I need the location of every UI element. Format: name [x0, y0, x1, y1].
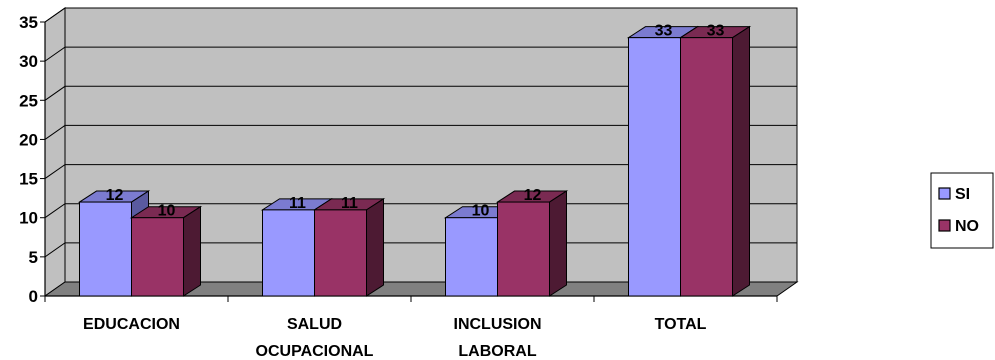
bar-no [129, 205, 203, 297]
gridline [44, 124, 797, 140]
bar-side [732, 25, 750, 297]
bar-no [678, 25, 752, 297]
data-label: 33 [707, 23, 725, 40]
legend: SI NO [930, 172, 994, 249]
data-label: 11 [289, 195, 306, 212]
bars [77, 25, 752, 297]
data-label: 12 [106, 187, 124, 204]
bar-front [131, 217, 184, 297]
bar-front [445, 217, 498, 297]
bar-no [495, 190, 569, 297]
x-category-label: INCLUSION [454, 316, 542, 333]
axes: 0 5 10 15 20 25 30 35 EDUCACION SALUD OCUPACIONAL I… [19, 13, 778, 360]
data-labels: 12 10 11 11 10 12 33 33 [106, 23, 725, 220]
x-category-label: LABORAL [458, 343, 536, 360]
x-category-label: EDUCACION [83, 316, 180, 333]
data-label: 10 [158, 203, 176, 220]
bar-side [549, 190, 567, 297]
y-tick-label: 35 [19, 13, 38, 32]
data-label: 10 [472, 203, 490, 220]
bar-front [680, 37, 733, 297]
y-tick-label: 25 [19, 91, 38, 110]
legend-swatch-si [938, 187, 951, 200]
y-tick-label: 15 [19, 170, 38, 189]
bar-front [628, 37, 681, 297]
y-tick-label: 20 [19, 130, 38, 149]
gridline [44, 85, 797, 101]
bar-front [497, 201, 550, 297]
gridline [44, 46, 797, 62]
legend-swatch-no [938, 219, 951, 232]
gridline [44, 7, 797, 23]
bar-front [262, 209, 315, 297]
x-category-label: TOTAL [655, 316, 707, 333]
y-tick-label: 10 [19, 209, 38, 228]
data-label: 12 [524, 187, 542, 204]
bar-side [366, 197, 384, 297]
y-tick-label: 5 [29, 248, 38, 267]
bar-side [183, 205, 201, 297]
x-category-label: OCUPACIONAL [256, 343, 374, 360]
bar-front [314, 209, 367, 297]
data-label: 33 [655, 23, 673, 40]
y-tick-label: 0 [29, 287, 38, 306]
bar-front [79, 201, 132, 297]
x-category-label: SALUD [287, 316, 342, 333]
legend-label-si: SI [955, 186, 970, 203]
bar-no [312, 197, 386, 297]
data-label: 11 [341, 195, 358, 212]
legend-box [930, 172, 994, 249]
side-wall [44, 7, 66, 297]
legend-label-no: NO [955, 218, 979, 235]
gridline [44, 164, 797, 179]
y-tick-label: 30 [19, 52, 38, 71]
